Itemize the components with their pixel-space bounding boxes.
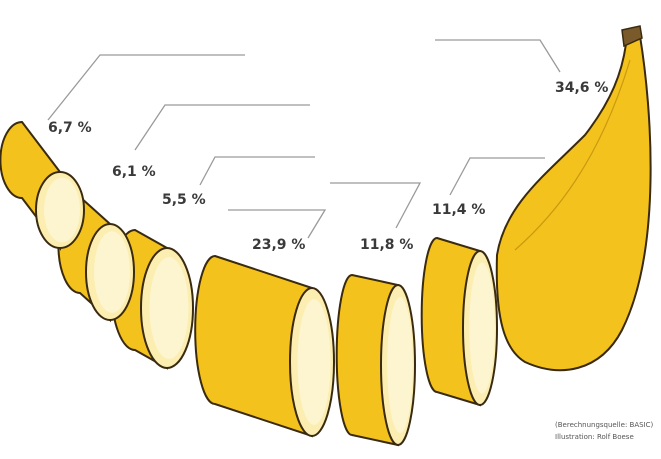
leader-line [449, 157, 545, 196]
slice-face-inner [297, 299, 331, 425]
leader-line [228, 209, 327, 239]
value-label: 11,8 % [360, 237, 413, 253]
value-label: 34,6 % [555, 80, 608, 96]
leader-lines [47, 39, 561, 239]
slice-body [194, 254, 313, 438]
banana-piece [335, 273, 416, 447]
banana-ridge [514, 59, 631, 251]
value-label: 6,7 % [48, 120, 92, 136]
value-label: 6,1 % [112, 164, 156, 180]
credit-note: Illustration: Rolf Boese [555, 433, 634, 441]
slice-face-inner [469, 262, 495, 394]
leader-line [47, 54, 245, 121]
source-note: (Berechnungsquelle: BASIC) [555, 421, 654, 429]
banana-end [495, 34, 652, 372]
banana-piece [194, 254, 335, 438]
leader-line [330, 182, 422, 229]
value-label: 5,5 % [162, 192, 206, 208]
leader-line [199, 156, 315, 186]
banana-piece [495, 25, 652, 372]
leader-line [134, 104, 310, 151]
slice-face-inner [94, 231, 130, 313]
leader-line [435, 39, 561, 73]
slice-face-inner [387, 297, 413, 433]
value-label: 23,9 % [252, 237, 305, 253]
banana-piece [0, 120, 85, 251]
value-label: 11,4 % [432, 202, 485, 218]
slice-face-inner [44, 177, 80, 243]
slice-face-inner [149, 257, 189, 359]
banana-stem [621, 25, 643, 48]
banana-piece [420, 236, 498, 407]
